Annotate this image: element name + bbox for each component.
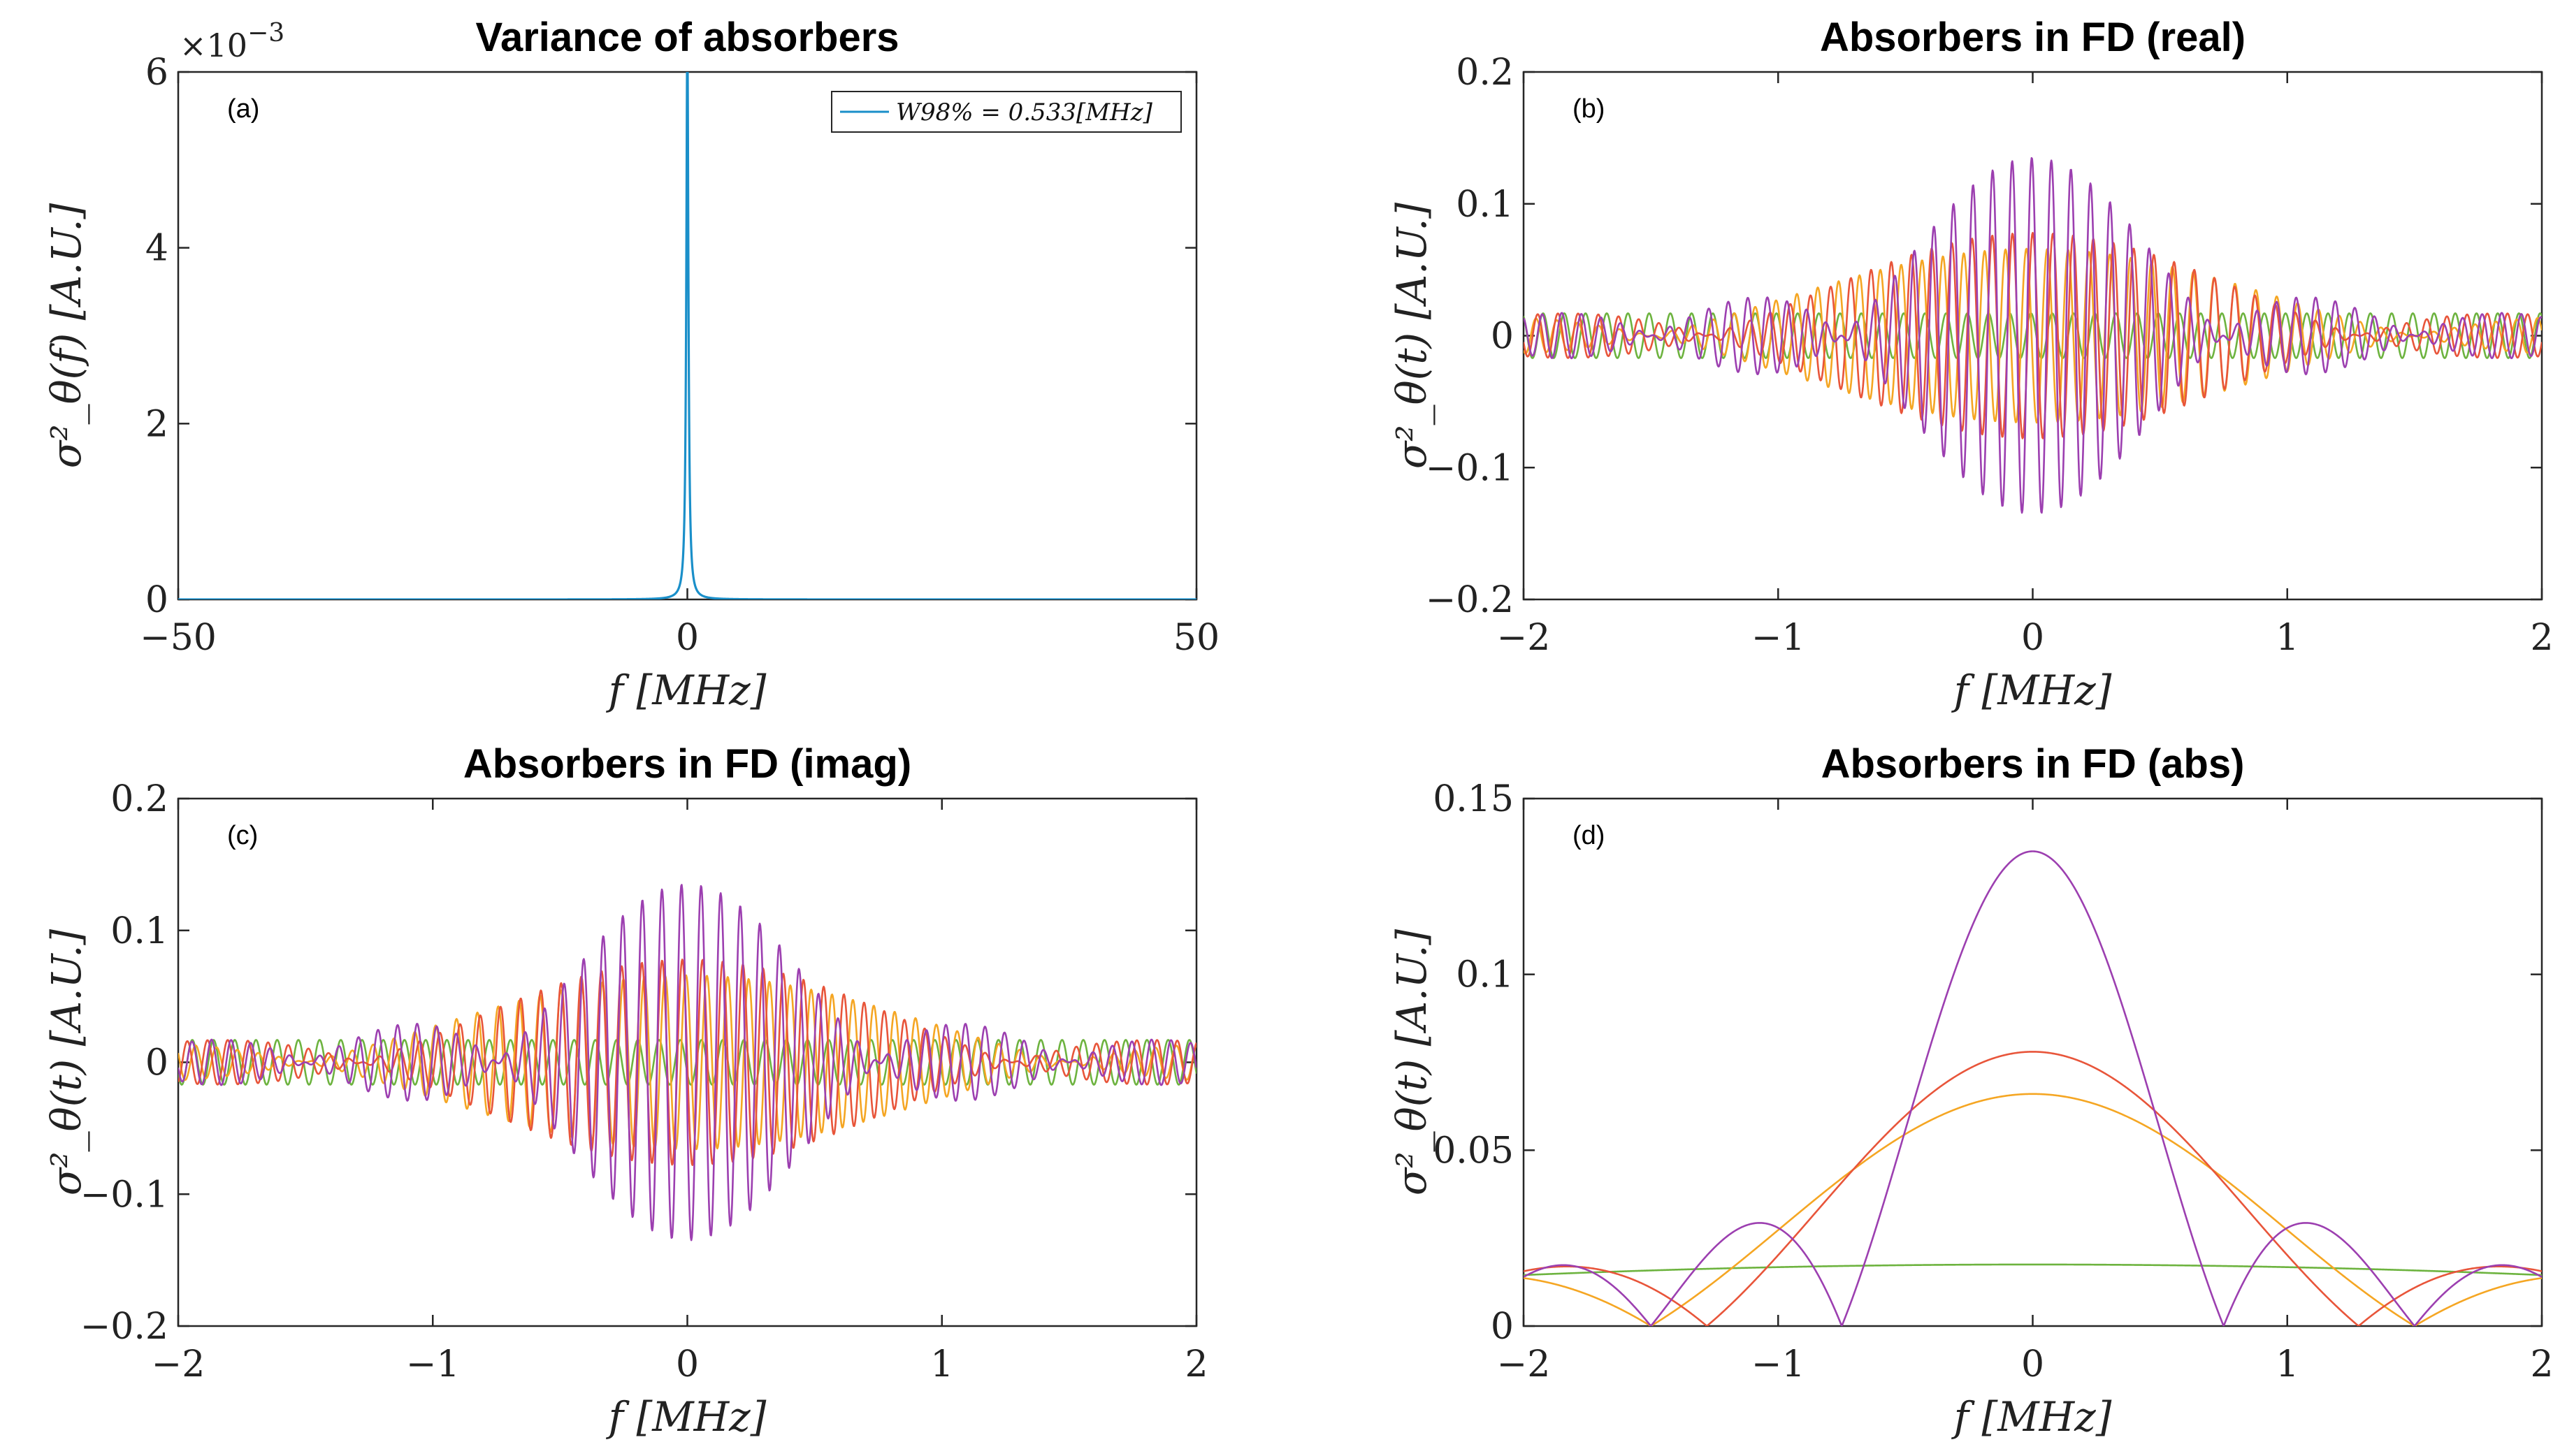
y-axis-label: σ²_θ(t) [A.U.] (1388, 202, 1436, 469)
y-tick-label: −0.1 (1426, 447, 1514, 489)
y-tick-label: 0.1 (1456, 184, 1514, 226)
y-tick-label: 4 (145, 228, 168, 270)
x-tick-label: −1 (406, 1344, 460, 1385)
chart-panel-b: −2 −1 0 1 2 −0.2 −0.1 0 0.1 0.2 Absorbers in FD (r… (1388, 15, 2554, 714)
y-axis-label: σ²_θ(t) [A.U.] (43, 929, 90, 1195)
y-tick-label: 0.15 (1433, 778, 1514, 820)
x-tick-label: −1 (1751, 1344, 1805, 1385)
x-tick-label: 0 (676, 1344, 699, 1385)
series-line-orange (1524, 247, 2542, 424)
y-tick-label: 0.1 (1456, 954, 1514, 996)
x-tick-label: −50 (140, 617, 217, 659)
chart-title: Absorbers in FD (abs) (1821, 741, 2245, 787)
series-group (1524, 850, 2542, 1326)
y-tick-label: 0 (1491, 1306, 1514, 1348)
y-tick-label: 0.05 (1433, 1130, 1514, 1172)
panel-label: (b) (1572, 94, 1605, 124)
x-tick-label: 1 (2276, 617, 2299, 659)
series-line-purple (1524, 850, 2542, 1326)
x-axis-label: f [MHz] (1951, 1393, 2112, 1441)
x-tick-label: 50 (1173, 617, 1220, 659)
x-axis-label: f [MHz] (1951, 667, 2112, 714)
legend-entry: W98% = 0.533[MHz] (896, 99, 1153, 126)
y-tick-label: −0.1 (80, 1174, 168, 1216)
y-tick-label: 0 (1491, 316, 1514, 358)
series-line-red (1524, 1051, 2542, 1326)
x-tick-label: 1 (930, 1344, 953, 1385)
plot-area (1522, 797, 2543, 1327)
series-line-purple (1524, 156, 2542, 514)
series-line-red (178, 959, 1196, 1166)
series-line-green (1524, 312, 2542, 359)
y-axis-label: σ²_θ(f) [A.U.] (43, 203, 90, 468)
y-tick-label: 6 (145, 52, 168, 94)
series-group (1524, 156, 2542, 514)
x-tick-label: −2 (1497, 617, 1551, 659)
x-tick-label: 0 (676, 617, 699, 659)
chart-title: Absorbers in FD (real) (1820, 15, 2246, 60)
panel-label: (d) (1572, 821, 1605, 850)
y-tick-label: −0.2 (80, 1306, 168, 1348)
y-tick-label: 2 (145, 403, 168, 445)
series-line-W98% = 0.533[MHz] (178, 72, 1196, 599)
x-tick-label: 0 (2021, 1344, 2044, 1385)
series-group (178, 884, 1196, 1242)
series-group (178, 72, 1196, 599)
y-tick-label: 0 (145, 1042, 168, 1084)
x-tick-label: 2 (2530, 1344, 2553, 1385)
x-tick-label: −2 (152, 1344, 205, 1385)
y-exponent-label: ×10−3 (180, 19, 284, 64)
panel-label: (c) (227, 821, 258, 850)
legend: W98% = 0.533[MHz] (831, 91, 1182, 133)
y-tick-label: 0.2 (110, 778, 168, 820)
series-line-orange (1524, 1093, 2542, 1326)
x-axis-label: f [MHz] (606, 1393, 767, 1441)
series-line-purple (178, 884, 1196, 1242)
x-tick-label: 2 (2530, 617, 2553, 659)
x-tick-label: 0 (2021, 617, 2044, 659)
y-axis-label: σ²_θ(t) [A.U.] (1388, 929, 1436, 1195)
legend-box (831, 91, 1182, 133)
x-tick-label: 2 (1185, 1344, 1208, 1385)
chart-title: Variance of absorbers (475, 15, 899, 60)
chart-panel-c: −2 −1 0 1 2 −0.2 −0.1 0 0.1 0.2 Absorbers in FD (i… (43, 741, 1208, 1441)
x-tick-label: −2 (1497, 1344, 1551, 1385)
x-axis-label: f [MHz] (606, 667, 767, 714)
chart-title: Absorbers in FD (imag) (463, 741, 911, 787)
chart-panel-d: −2 −1 0 1 2 0 0.05 0.1 0.15 Absorbers in FD (abs)… (1388, 741, 2554, 1441)
y-tick-label: −0.2 (1426, 579, 1514, 621)
series-line-green (1524, 1263, 2542, 1276)
panel-label: (a) (227, 94, 259, 124)
y-tick-label: 0 (145, 579, 168, 621)
x-tick-label: −1 (1751, 617, 1805, 659)
y-tick-label: 0.2 (1456, 52, 1514, 94)
y-tick-label: 0.1 (110, 910, 168, 952)
x-tick-label: 1 (2276, 1344, 2299, 1385)
